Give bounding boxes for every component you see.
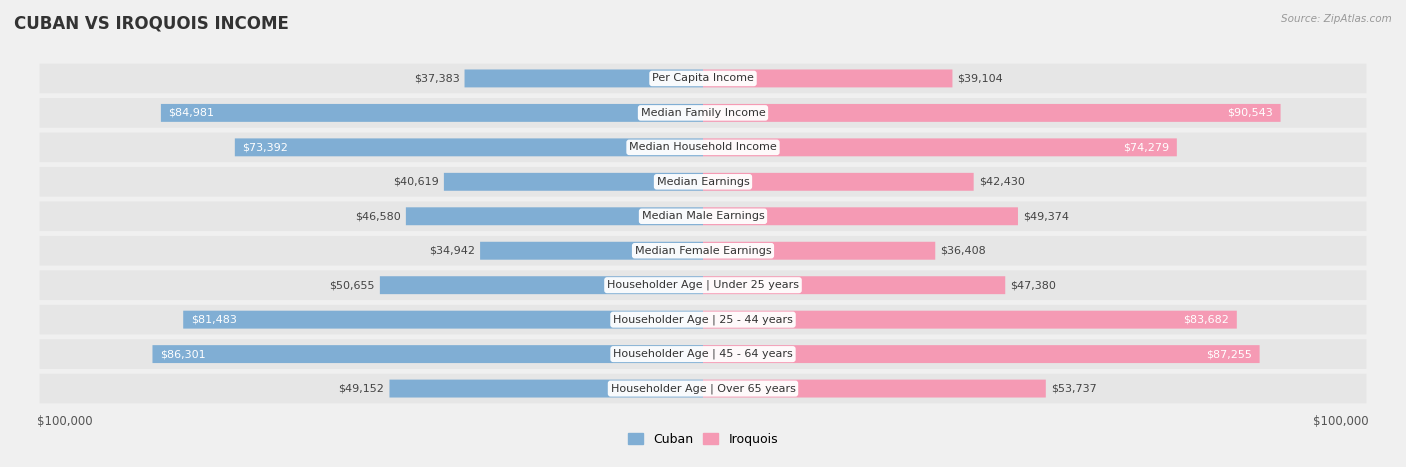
Text: Median Household Income: Median Household Income [628,142,778,152]
Text: $73,392: $73,392 [242,142,288,152]
FancyBboxPatch shape [406,207,703,225]
FancyBboxPatch shape [380,276,703,294]
FancyBboxPatch shape [703,345,1260,363]
Text: Householder Age | Under 25 years: Householder Age | Under 25 years [607,280,799,290]
Text: $49,152: $49,152 [339,383,384,394]
Text: $53,737: $53,737 [1050,383,1097,394]
Text: $49,374: $49,374 [1024,211,1069,221]
Text: $46,580: $46,580 [354,211,401,221]
FancyBboxPatch shape [183,311,703,329]
Text: $81,483: $81,483 [191,315,236,325]
Text: $90,543: $90,543 [1227,108,1272,118]
Text: Median Female Earnings: Median Female Earnings [634,246,772,256]
FancyBboxPatch shape [39,340,1367,369]
Text: $36,408: $36,408 [941,246,986,256]
Text: Householder Age | 45 - 64 years: Householder Age | 45 - 64 years [613,349,793,359]
FancyBboxPatch shape [39,133,1367,162]
Text: $47,380: $47,380 [1011,280,1056,290]
FancyBboxPatch shape [703,173,974,191]
Text: $83,682: $83,682 [1184,315,1229,325]
FancyBboxPatch shape [39,167,1367,197]
FancyBboxPatch shape [39,64,1367,93]
Text: Source: ZipAtlas.com: Source: ZipAtlas.com [1281,14,1392,24]
Text: Householder Age | Over 65 years: Householder Age | Over 65 years [610,383,796,394]
FancyBboxPatch shape [152,345,703,363]
FancyBboxPatch shape [703,207,1018,225]
Text: Median Earnings: Median Earnings [657,177,749,187]
FancyBboxPatch shape [703,242,935,260]
Legend: Cuban, Iroquois: Cuban, Iroquois [623,428,783,451]
FancyBboxPatch shape [703,276,1005,294]
FancyBboxPatch shape [703,70,952,87]
FancyBboxPatch shape [39,270,1367,300]
FancyBboxPatch shape [235,138,703,156]
Text: $37,383: $37,383 [413,73,460,84]
FancyBboxPatch shape [39,236,1367,266]
FancyBboxPatch shape [479,242,703,260]
FancyBboxPatch shape [39,305,1367,334]
Text: Median Family Income: Median Family Income [641,108,765,118]
FancyBboxPatch shape [703,138,1177,156]
FancyBboxPatch shape [160,104,703,122]
Text: $74,279: $74,279 [1123,142,1170,152]
FancyBboxPatch shape [464,70,703,87]
Text: Householder Age | 25 - 44 years: Householder Age | 25 - 44 years [613,314,793,325]
Text: $40,619: $40,619 [394,177,439,187]
Text: $84,981: $84,981 [169,108,215,118]
FancyBboxPatch shape [39,374,1367,403]
Text: Median Male Earnings: Median Male Earnings [641,211,765,221]
FancyBboxPatch shape [444,173,703,191]
FancyBboxPatch shape [703,104,1281,122]
Text: $87,255: $87,255 [1206,349,1251,359]
Text: CUBAN VS IROQUOIS INCOME: CUBAN VS IROQUOIS INCOME [14,14,290,32]
FancyBboxPatch shape [389,380,703,397]
Text: $42,430: $42,430 [979,177,1025,187]
FancyBboxPatch shape [703,311,1237,329]
Text: $39,104: $39,104 [957,73,1004,84]
FancyBboxPatch shape [39,98,1367,127]
Text: $50,655: $50,655 [329,280,375,290]
Text: $34,942: $34,942 [429,246,475,256]
FancyBboxPatch shape [39,201,1367,231]
Text: $86,301: $86,301 [160,349,205,359]
FancyBboxPatch shape [703,380,1046,397]
Text: Per Capita Income: Per Capita Income [652,73,754,84]
